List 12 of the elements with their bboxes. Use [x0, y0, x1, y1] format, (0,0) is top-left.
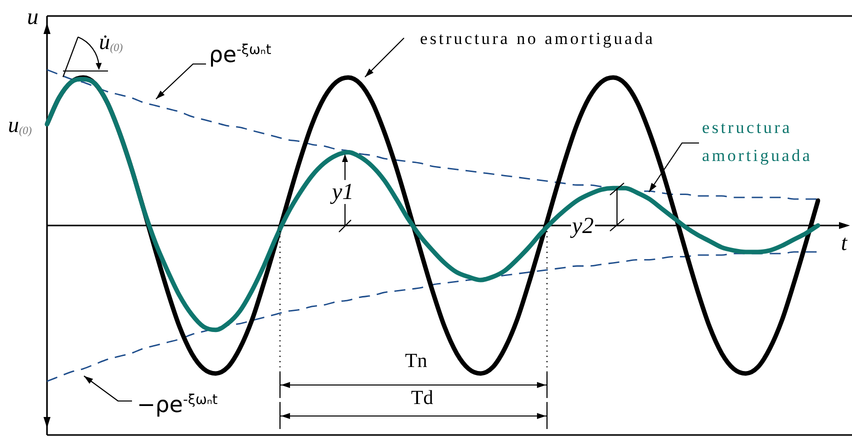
text: ρe$^{-ξωₙt}$ — [209, 42, 272, 68]
text: u$_{(0)}$ — [8, 112, 32, 138]
annotation: Tn — [405, 350, 428, 372]
text: estructura amortiguada — [702, 117, 814, 167]
annotation: y2 — [571, 213, 595, 238]
y-axis-title: u — [27, 4, 38, 29]
text: u̇$_{(0)}$ — [99, 29, 123, 54]
text: estructura no amortiguada — [420, 29, 655, 48]
x-axis-title: t — [841, 230, 848, 255]
series-label: −ρe$^{-ξωₙt}$ — [137, 392, 218, 418]
annotation: y1 — [332, 179, 354, 204]
text: Td — [411, 387, 434, 409]
